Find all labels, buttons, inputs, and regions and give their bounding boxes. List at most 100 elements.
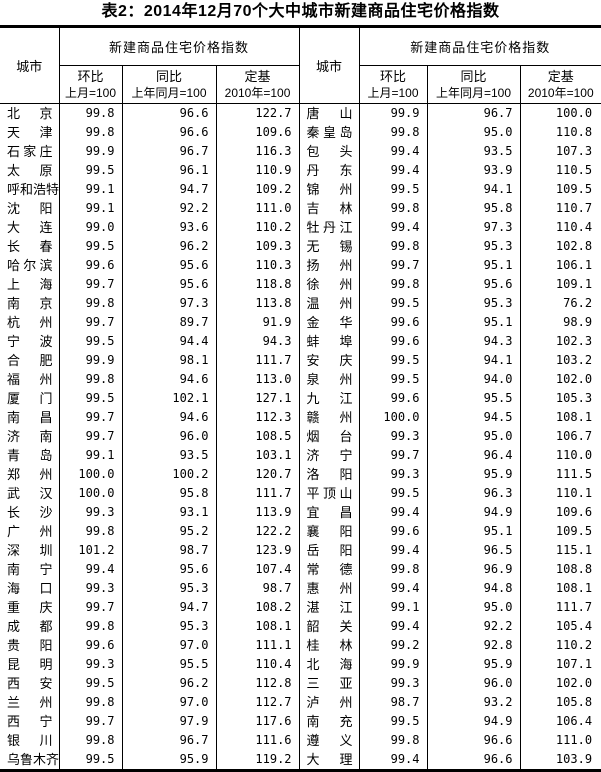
city-cell-left: 合肥 [0,351,60,370]
yoy-value-left: 94.7 [122,180,217,199]
yoy-value-left: 95.6 [122,275,217,294]
price-index-table: 城市 新建商品住宅价格指数 城市 新建商品住宅价格指数 环比 上月=100 同比… [0,25,601,772]
city-cell-right: 九江 [299,389,360,408]
city-cell-left: 南宁 [0,560,60,579]
yoy-value-left: 96.2 [122,237,217,256]
city-cell-left: 郑州 [0,465,60,484]
yoy-value-right: 94.3 [427,332,521,351]
city-cell-right: 无锡 [299,237,360,256]
fixedbase-value-right: 102.0 [555,676,593,690]
fixedbase-value-left: 113.0 [216,370,300,389]
city-cell-right: 蚌埠 [299,332,360,351]
fixedbase-value-left: 110.4 [216,655,300,674]
mom-value-left: 99.3 [59,503,123,522]
mom-value-left: 99.5 [59,674,123,693]
yoy-value-left: 95.6 [122,256,217,275]
fixedbase-value-left: 111.1 [216,636,300,655]
city-cell-right: 牡丹江 [299,218,360,237]
city-cell-right: 遵义 [299,731,360,750]
mom-value-right: 99.4 [359,142,428,161]
yoy-value-right: 95.1 [427,522,521,541]
yoy-value-right: 94.9 [427,712,521,731]
yoy-value-left: 94.7 [122,598,217,617]
fixedbase-value-right: 110.8 [555,125,593,139]
mom-value-right: 99.4 [359,541,428,560]
city-cell-left: 西安 [0,674,60,693]
table-row: 沈阳 99.1 92.2 111.0 吉林 99.8 95.8 110.7 [0,199,601,218]
table-row: 杭州 99.7 89.7 91.9 金华 99.6 95.1 98.9 [0,313,601,332]
yoy-value-left: 97.3 [122,294,217,313]
table-row: 成都 99.8 95.3 108.1 韶关 99.4 92.2 105.4 [0,617,601,636]
mom-value-left: 99.7 [59,712,123,731]
mom-value-left: 99.8 [59,294,123,313]
mom-value-right: 99.3 [359,674,428,693]
mom-value-right: 99.4 [359,503,428,522]
mom-value-right: 99.8 [359,199,428,218]
city-cell-right: 金华 [299,313,360,332]
yoy-value-right: 94.1 [427,351,521,370]
fixedbase-value-right: 105.3 [555,391,593,405]
mom-value-left: 99.1 [59,199,123,218]
mom-value-right: 99.8 [359,275,428,294]
fixedbase-value-right: 105.8 [555,695,593,709]
yoy-value-right: 95.6 [427,275,521,294]
fixedbase-value-left: 122.2 [216,522,300,541]
city-cell-right: 安庆 [299,351,360,370]
fixedbase-label: 定基 [244,68,271,84]
city-cell-right: 平顶山 [299,484,360,503]
fixedbase-value-right: 111.0 [555,733,593,747]
mom-value-right: 99.5 [359,351,428,370]
mom-value-left: 99.9 [59,142,123,161]
fixedbase-value-right: 107.3 [555,144,593,158]
yoy-value-right: 95.0 [427,427,521,446]
yoy-value-right: 94.8 [427,579,521,598]
table-row: 厦门 99.5 102.1 127.1 九江 99.6 95.5 105.3 [0,389,601,408]
table-row: 海口 99.3 95.3 98.7 惠州 99.4 94.8 108.1 [0,579,601,598]
yoy-value-left: 94.6 [122,408,217,427]
fixedbase-value-left: 111.0 [216,199,300,218]
city-cell-left: 长春 [0,237,60,256]
city-cell-right: 桂林 [299,636,360,655]
mom-value-left: 99.5 [59,750,123,771]
fixedbase-value-left: 109.6 [216,123,300,142]
yoy-value-left: 95.5 [122,655,217,674]
yoy-label: 同比 [460,68,487,84]
mom-value-left: 99.5 [59,237,123,256]
city-cell-right: 湛江 [299,598,360,617]
fixedbase-value-left: 113.9 [216,503,300,522]
city-cell-right: 徐州 [299,275,360,294]
city-cell-left: 杭州 [0,313,60,332]
mom-value-right: 99.2 [359,636,428,655]
fixedbase-value-right: 109.6 [555,505,593,519]
city-cell-left: 沈阳 [0,199,60,218]
city-cell-right: 吉林 [299,199,360,218]
city-cell-left: 厦门 [0,389,60,408]
table-row: 兰州 99.8 97.0 112.7 泸州 98.7 93.2 105.8 [0,693,601,712]
fixedbase-value-left: 94.3 [216,332,300,351]
mom-value-left: 99.8 [59,693,123,712]
yoy-value-left: 95.6 [122,560,217,579]
mom-label: 环比 [380,68,407,84]
city-cell-right: 包头 [299,142,360,161]
yoy-value-right: 94.0 [427,370,521,389]
mom-value-left: 99.1 [59,180,123,199]
fixedbase-value-left: 112.3 [216,408,300,427]
mom-value-left: 99.1 [59,446,123,465]
table-row: 哈尔滨 99.6 95.6 110.3 扬州 99.7 95.1 106.1 [0,256,601,275]
city-cell-left: 呼和浩特 [0,180,60,199]
table-row: 济南 99.7 96.0 108.5 烟台 99.3 95.0 106.7 [0,427,601,446]
yoy-value-right: 95.9 [427,465,521,484]
yoy-value-right: 94.5 [427,408,521,427]
fixedbase-value-left: 91.9 [216,313,300,332]
mom-value-right: 99.7 [359,446,428,465]
mom-value-right: 99.6 [359,332,428,351]
city-cell-right: 惠州 [299,579,360,598]
fixedbase-base: 2010年=100 [527,85,594,100]
fixedbase-value-left: 110.2 [216,218,300,237]
yoy-value-right: 95.1 [427,256,521,275]
fixedbase-value-right: 109.5 [555,524,593,538]
city-column-header-left: 城市 [0,26,60,104]
fixedbase-value-right: 100.0 [555,106,593,120]
yoy-value-right: 96.4 [427,446,521,465]
mom-value-left: 99.8 [59,731,123,750]
